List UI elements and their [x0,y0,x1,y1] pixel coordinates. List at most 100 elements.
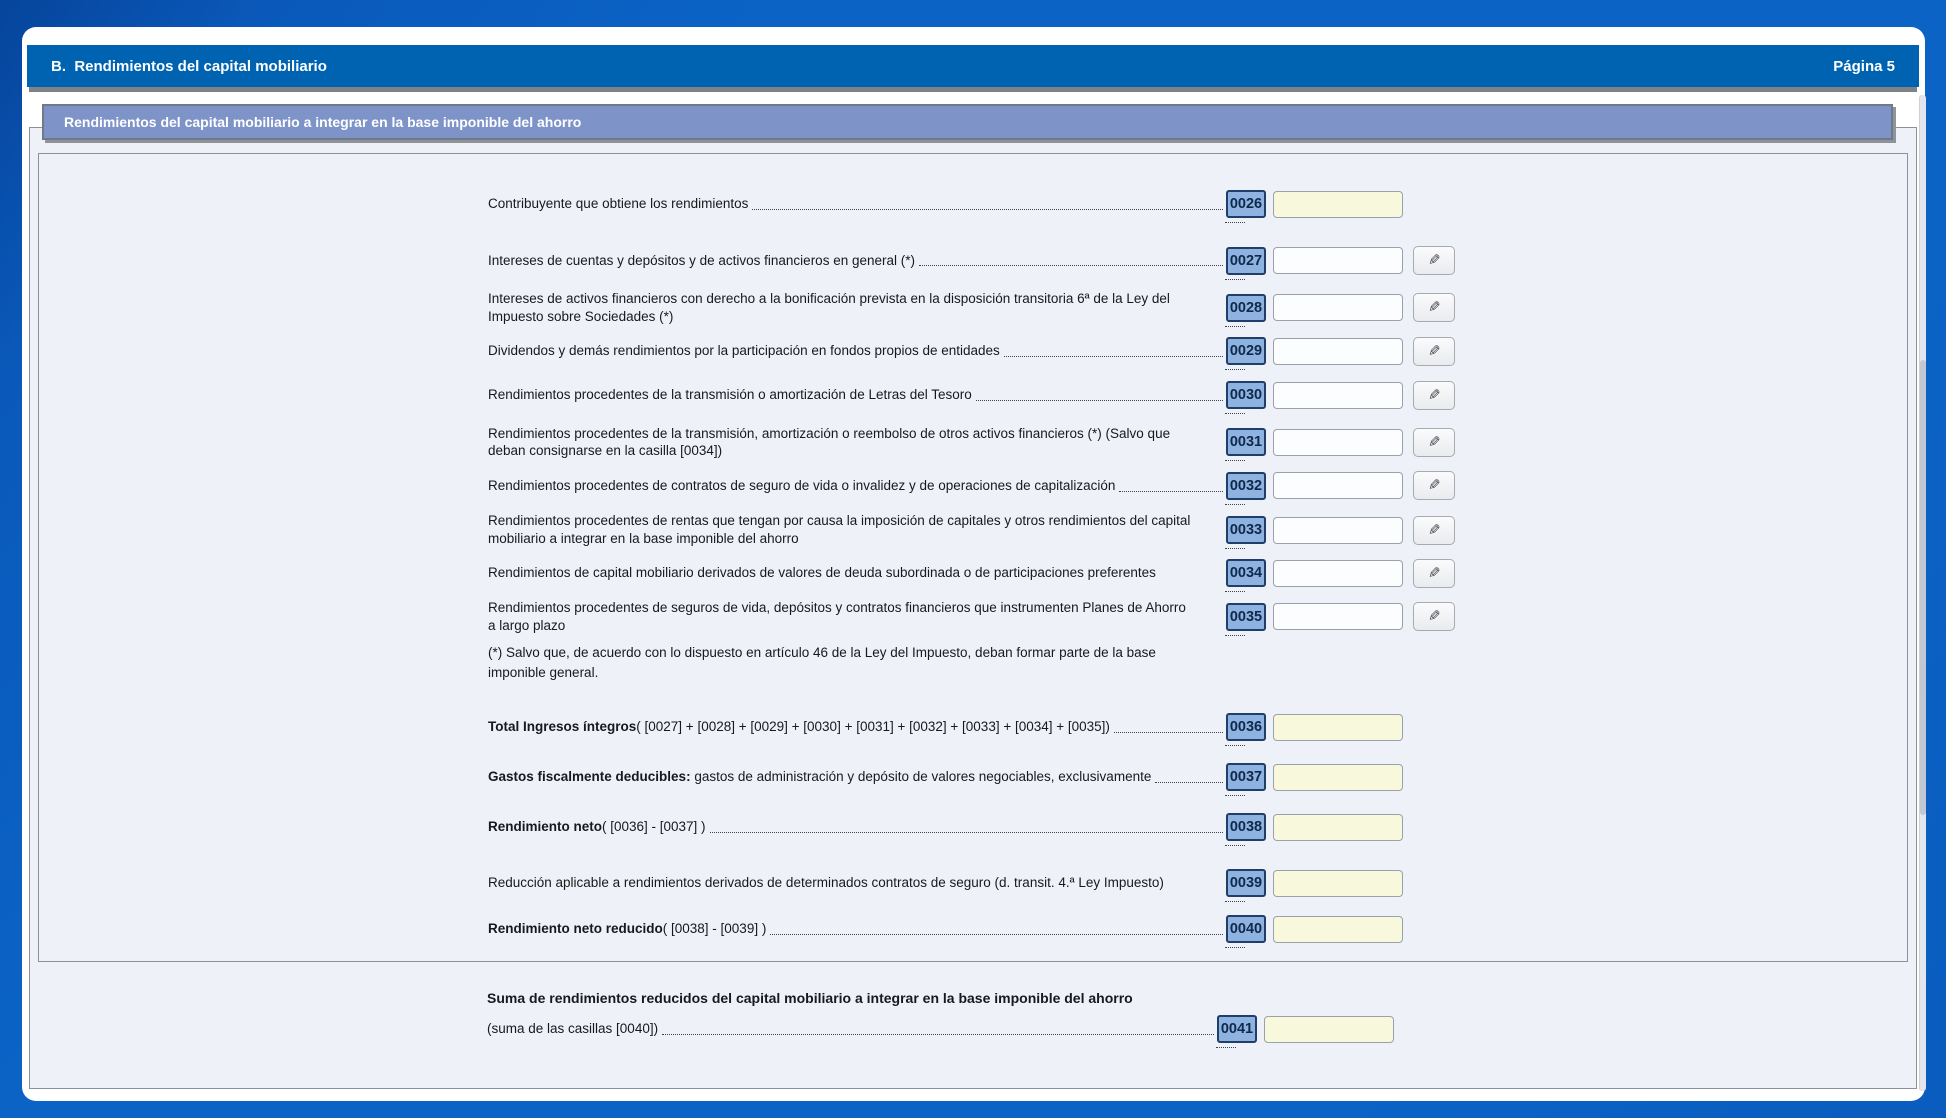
form-row-0036: Total Ingresos íntegros( [0027] + [0028]… [488,713,1907,746]
dotted-leader [770,920,1223,935]
row-label-text: Rendimientos procedentes de la transmisi… [488,387,972,403]
form-section: Contribuyente que obtiene los rendimient… [29,127,1917,1089]
input-0036[interactable] [1273,713,1403,741]
dotted-leader [975,387,1223,402]
dotted-leader [1003,343,1223,358]
input-0035[interactable] [1273,603,1403,631]
input-0030[interactable] [1273,381,1403,409]
row-label: Contribuyente que obtiene los rendimient… [488,195,1226,213]
row-label: Rendimientos procedentes de seguros de v… [488,599,1226,635]
form-row-0031: Rendimientos procedentes de la transmisi… [488,425,1907,462]
dotted-leader [1113,718,1223,733]
scrollbar-thumb[interactable] [1920,360,1926,815]
edit-button-0029[interactable]: ✎ [1413,336,1455,366]
box-number-0037: 0037 [1225,763,1266,796]
summary-title: Suma de rendimientos reducidos del capit… [487,990,1133,1006]
form-row-0038: Rendimiento neto( [0036] - [0037] ) 0038 [488,813,1907,846]
box-number-0031: 0031 [1225,428,1266,462]
box-number-0030: 0030 [1225,381,1266,415]
dotted-leader [1155,768,1223,783]
form-row-0026: Contribuyente que obtiene los rendimient… [488,190,1907,223]
pencil-icon: ✎ [1427,299,1441,317]
box-number-0032: 0032 [1225,471,1266,505]
form-rows: Contribuyente que obtiene los rendimient… [488,190,1907,948]
row-label: Rendimientos procedentes de la transmisi… [488,425,1226,461]
form-row-0028: Intereses de activos financieros con der… [488,290,1907,327]
row-label-text: Reducción aplicable a rendimientos deriv… [488,875,1164,891]
box-number-0027: 0027 [1225,246,1266,280]
edit-button-0033[interactable]: ✎ [1413,515,1455,545]
pencil-icon: ✎ [1427,608,1441,626]
dotted-leader [662,1020,1214,1035]
box-number-0036: 0036 [1225,713,1266,746]
box-number-0029: 0029 [1225,337,1266,371]
row-label-text: Intereses de cuentas y depósitos y de ac… [488,252,915,268]
input-0027[interactable] [1273,247,1403,274]
pencil-icon: ✎ [1427,433,1441,451]
form-row-0034: Rendimientos de capital mobiliario deriv… [488,558,1907,593]
edit-button-0030[interactable]: ✎ [1413,380,1455,410]
form-row-0037: Gastos fiscalmente deducibles: gastos de… [488,763,1907,796]
row-label-text: Rendimientos procedentes de seguros de v… [488,599,1186,633]
subsection-header: Rendimientos del capital mobiliario a in… [42,104,1893,140]
row-label-text: Gastos fiscalmente deducibles: gastos de… [488,769,1152,785]
dotted-leader [752,195,1223,210]
row-label-text: Rendimientos procedentes de rentas que t… [488,513,1191,547]
box-number-0039: 0039 [1225,869,1266,902]
form-row-0035: Rendimientos procedentes de seguros de v… [488,599,1907,636]
edit-button-0034[interactable]: ✎ [1413,558,1455,588]
row-label-text: Rendimientos procedentes de la transmisi… [488,425,1171,459]
input-0026[interactable] [1273,190,1403,218]
row-label: Dividendos y demás rendimientos por la p… [488,342,1226,360]
dotted-leader [1119,477,1223,492]
summary-row: Suma de rendimientos reducidos del capit… [30,962,1916,1048]
input-0037[interactable] [1273,763,1403,791]
pencil-icon: ✎ [1427,521,1441,539]
row-label: (suma de las casillas [0040]) [487,1020,1217,1038]
input-0028[interactable] [1273,294,1403,322]
input-0034[interactable] [1273,559,1403,587]
form-row-0027: Intereses de cuentas y depósitos y de ac… [488,246,1907,280]
input-0032[interactable] [1273,472,1403,500]
input-0039[interactable] [1273,869,1403,897]
row-label: Total Ingresos íntegros( [0027] + [0028]… [488,718,1226,736]
row-label: Rendimiento neto reducido( [0038] - [003… [488,920,1226,938]
page-number: Página 5 [1833,57,1895,75]
input-0041[interactable] [1264,1015,1394,1043]
form-row-0041: (suma de las casillas [0040]) 0041 [487,1015,1916,1048]
form-row-0030: Rendimientos procedentes de la transmisi… [488,380,1907,415]
row-label: Gastos fiscalmente deducibles: gastos de… [488,768,1226,786]
input-0031[interactable] [1273,428,1403,456]
row-label-text: Contribuyente que obtiene los rendimient… [488,196,749,212]
row-label: Intereses de cuentas y depósitos y de ac… [488,252,1226,270]
row-label-text: Rendimientos procedentes de contratos de… [488,477,1116,493]
input-0033[interactable] [1273,516,1403,544]
input-0029[interactable] [1273,337,1403,365]
dotted-leader [709,818,1223,833]
box-number-0033: 0033 [1225,516,1266,550]
pencil-icon: ✎ [1427,252,1441,269]
edit-button-0035[interactable]: ✎ [1413,602,1455,632]
box-number-0028: 0028 [1225,293,1266,327]
row-label: Intereses de activos financieros con der… [488,290,1226,326]
dotted-leader [919,252,1223,267]
input-0038[interactable] [1273,813,1403,841]
row-label: Reducción aplicable a rendimientos deriv… [488,874,1226,892]
form-row-0033: Rendimientos procedentes de rentas que t… [488,512,1907,550]
input-0040[interactable] [1273,915,1403,943]
footnote: (*) Salvo que, de acuerdo con lo dispues… [488,644,1156,680]
subsection-title: Rendimientos del capital mobiliario a in… [64,114,582,130]
edit-button-0028[interactable]: ✎ [1413,293,1455,323]
scrollbar-track[interactable] [1919,95,1926,1091]
edit-button-0027[interactable]: ✎ [1413,246,1455,275]
edit-button-0031[interactable]: ✎ [1413,427,1455,457]
row-label-text: Dividendos y demás rendimientos por la p… [488,343,1000,359]
form-row-0040: Rendimiento neto reducido( [0038] - [003… [488,915,1907,948]
pencil-icon: ✎ [1427,386,1441,404]
pencil-icon: ✎ [1427,564,1441,582]
pencil-icon: ✎ [1427,342,1441,360]
edit-button-0032[interactable]: ✎ [1413,471,1455,501]
box-number-0041: 0041 [1216,1015,1257,1048]
row-label: Rendimientos procedentes de rentas que t… [488,512,1226,548]
section-title: B. Rendimientos del capital mobiliario [51,57,327,75]
